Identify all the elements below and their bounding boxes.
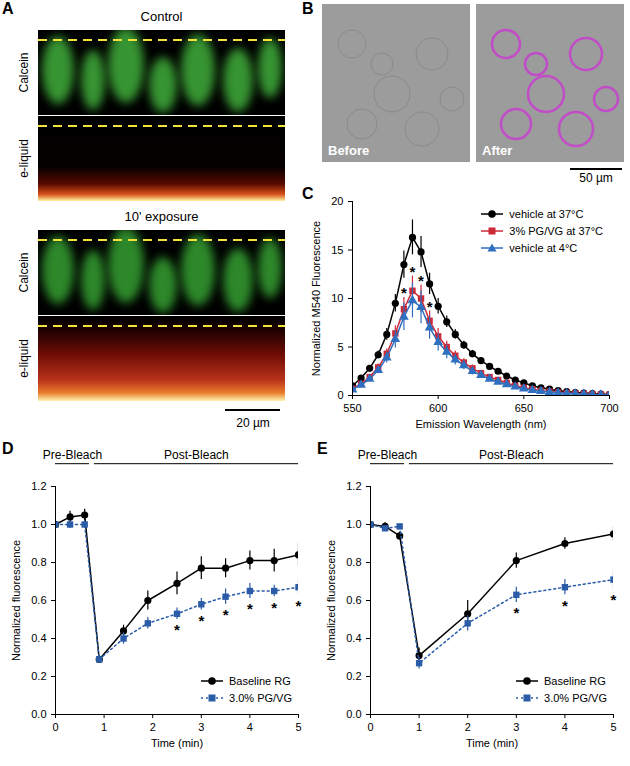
svg-text:5: 5 [610, 721, 616, 733]
svg-text:0.4: 0.4 [31, 632, 46, 644]
svg-text:*: * [247, 600, 253, 617]
svg-text:1: 1 [416, 721, 422, 733]
svg-text:Calcein: Calcein [17, 252, 31, 292]
html-text:3% PG/VG at 37°C: 3% PG/VG at 37°C [509, 224, 603, 237]
svg-text:0.4: 0.4 [346, 632, 361, 644]
svg-text:Normalized M540 Fluorescence: Normalized M540 Fluorescence [310, 221, 322, 376]
svg-text:10' exposure: 10' exposure [124, 209, 198, 224]
svg-text:10: 10 [331, 292, 343, 304]
svg-text:*: * [223, 606, 229, 623]
svg-text:Calcein: Calcein [17, 52, 31, 92]
html-text:3.0% PG/VG: 3.0% PG/VG [229, 691, 292, 704]
html-text:vehicle at 37°C: vehicle at 37°C [509, 207, 584, 220]
svg-text:0.2: 0.2 [31, 670, 46, 682]
html-text:3.0% PG/VG: 3.0% PG/VG [544, 691, 607, 704]
svg-text:50 µm: 50 µm [579, 171, 613, 185]
svg-text:0.6: 0.6 [346, 594, 361, 606]
svg-text:e-liquid: e-liquid [17, 139, 31, 178]
svg-text:650: 650 [515, 402, 533, 414]
svg-text:*: * [562, 597, 568, 614]
svg-text:*: * [418, 272, 424, 289]
svg-text:Pre-Bleach: Pre-Bleach [358, 448, 417, 462]
svg-text:0.6: 0.6 [31, 594, 46, 606]
svg-text:0.0: 0.0 [346, 708, 361, 720]
svg-text:*: * [296, 597, 302, 614]
svg-text:3: 3 [198, 721, 204, 733]
svg-text:Time (min): Time (min) [151, 737, 203, 749]
svg-text:*: * [198, 612, 204, 629]
svg-text:0.0: 0.0 [31, 708, 46, 720]
svg-text:*: * [271, 599, 277, 616]
svg-text:1: 1 [101, 721, 107, 733]
html-text:Baseline RG: Baseline RG [544, 674, 606, 687]
html-text:B: B [302, 0, 314, 17]
svg-text:1.0: 1.0 [346, 518, 361, 530]
html-text:C: C [302, 185, 314, 202]
svg-text:0.8: 0.8 [31, 556, 46, 568]
svg-text:20 µm: 20 µm [236, 416, 270, 430]
svg-text:*: * [410, 263, 416, 280]
svg-text:2: 2 [150, 721, 156, 733]
svg-text:*: * [513, 604, 519, 621]
svg-text:Emission Wavelength (nm): Emission Wavelength (nm) [415, 418, 546, 430]
svg-text:15: 15 [331, 244, 343, 256]
html-text:E: E [317, 440, 328, 457]
svg-text:4: 4 [562, 721, 568, 733]
svg-text:0.8: 0.8 [346, 556, 361, 568]
svg-text:0.2: 0.2 [346, 670, 361, 682]
svg-text:5: 5 [295, 721, 301, 733]
svg-text:0: 0 [52, 721, 58, 733]
svg-text:700: 700 [600, 402, 618, 414]
svg-text:1.0: 1.0 [31, 518, 46, 530]
svg-text:Pre-Bleach: Pre-Bleach [43, 448, 102, 462]
svg-text:600: 600 [429, 402, 447, 414]
svg-text:Post-Bleach: Post-Bleach [479, 448, 544, 462]
svg-text:0: 0 [337, 389, 343, 401]
svg-text:Before: Before [328, 143, 369, 158]
svg-text:20: 20 [331, 195, 343, 207]
html-text:D: D [2, 440, 14, 457]
svg-text:e-liquid: e-liquid [17, 339, 31, 378]
svg-text:After: After [482, 143, 512, 158]
svg-text:0: 0 [367, 721, 373, 733]
svg-text:3: 3 [513, 721, 519, 733]
html-text:Baseline RG: Baseline RG [229, 674, 291, 687]
svg-text:*: * [427, 298, 433, 315]
svg-text:1.2: 1.2 [346, 480, 361, 492]
svg-text:550: 550 [343, 402, 361, 414]
svg-text:4: 4 [247, 721, 253, 733]
svg-text:Post-Bleach: Post-Bleach [164, 448, 229, 462]
svg-text:1.2: 1.2 [31, 480, 46, 492]
svg-text:2: 2 [465, 721, 471, 733]
svg-text:*: * [611, 591, 617, 608]
svg-text:Normalized fluorescence: Normalized fluorescence [10, 540, 22, 661]
svg-text:Control: Control [141, 9, 183, 24]
html-text:A: A [2, 0, 14, 17]
svg-text:5: 5 [337, 341, 343, 353]
svg-text:Time (min): Time (min) [466, 737, 518, 749]
html-text:vehicle at 4°C: vehicle at 4°C [509, 241, 578, 254]
svg-text:Normalized fluorescence: Normalized fluorescence [325, 540, 337, 661]
svg-text:*: * [401, 284, 407, 301]
svg-text:*: * [174, 621, 180, 638]
